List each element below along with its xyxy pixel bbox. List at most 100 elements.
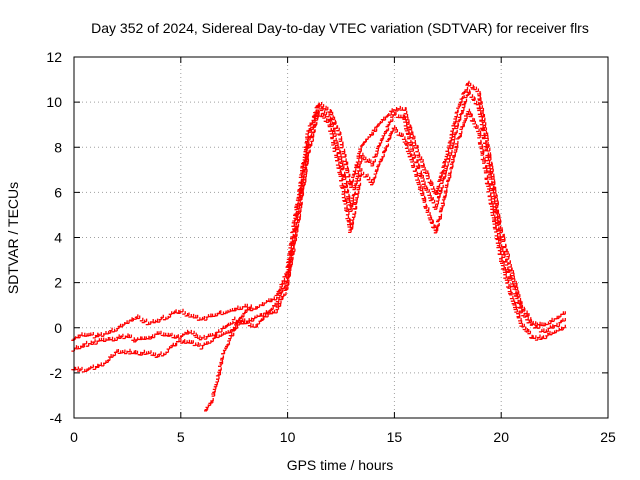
data-point [472, 120, 476, 125]
data-point [464, 115, 468, 120]
data-point [518, 305, 522, 309]
data-point [494, 229, 498, 233]
data-point [331, 142, 335, 146]
data-point [490, 206, 494, 210]
data-point [501, 262, 505, 267]
data-point [511, 300, 516, 305]
data-point [345, 189, 350, 194]
data-point [319, 107, 324, 112]
data-point [463, 98, 468, 103]
data-point [452, 152, 456, 157]
data-point [428, 180, 433, 185]
data-point [488, 180, 493, 185]
data-point [482, 135, 486, 140]
data-point [441, 202, 445, 207]
data-point [134, 314, 139, 319]
data-point [305, 156, 309, 161]
data-point [415, 159, 419, 164]
data-point [220, 355, 225, 360]
data-point [109, 336, 114, 341]
data-point [134, 337, 139, 341]
data-point [132, 350, 137, 354]
data-point [450, 131, 454, 136]
data-point [283, 292, 287, 296]
data-point [371, 127, 376, 131]
data-point [488, 200, 493, 205]
data-point [459, 99, 463, 104]
data-point [529, 334, 533, 339]
y-tick-label: 0 [54, 320, 62, 336]
data-point [278, 300, 282, 305]
data-point [345, 208, 350, 213]
data-point [316, 104, 321, 108]
x-tick-label: 20 [493, 429, 509, 445]
data-point [527, 330, 532, 335]
data-point [141, 349, 146, 354]
data-point [431, 188, 436, 193]
data-point [478, 141, 482, 145]
data-point [270, 306, 274, 310]
data-point [482, 160, 486, 164]
data-point [341, 188, 346, 193]
data-point [297, 200, 301, 205]
data-point [348, 229, 352, 234]
data-point [420, 175, 424, 179]
data-point [495, 236, 500, 241]
data-point [494, 209, 498, 214]
data-point [404, 145, 409, 150]
data-point [100, 337, 105, 342]
data-point [496, 244, 501, 249]
data-point [405, 142, 409, 146]
data-point [479, 121, 484, 126]
data-point [197, 343, 201, 347]
data-point [165, 349, 170, 354]
data-point [186, 312, 190, 317]
data-point [458, 130, 463, 135]
data-point [495, 240, 500, 244]
data-point [419, 187, 424, 192]
data-point [480, 156, 485, 161]
data-point [556, 323, 561, 328]
data-point [488, 197, 492, 201]
data-point [90, 364, 94, 369]
data-point [398, 132, 403, 137]
data-point [131, 337, 135, 341]
data-point [332, 148, 337, 152]
data-point [366, 158, 370, 163]
y-tick-label: -2 [50, 365, 63, 381]
data-point [445, 148, 450, 152]
data-point [448, 170, 452, 174]
data-point [519, 323, 524, 327]
data-point [403, 122, 408, 127]
data-point [422, 166, 426, 171]
data-point [430, 186, 435, 190]
data-point [484, 180, 489, 185]
data-point [287, 271, 292, 276]
data-point [372, 159, 376, 163]
data-point [238, 319, 243, 324]
data-point [455, 109, 459, 113]
data-point [254, 314, 258, 319]
data-point [390, 128, 394, 133]
data-point [411, 164, 416, 169]
data-point [428, 216, 433, 221]
data-point [503, 271, 507, 276]
data-point [518, 320, 523, 324]
data-point [491, 193, 495, 198]
data-point [376, 162, 381, 166]
data-point [414, 173, 419, 178]
data-point [344, 188, 349, 193]
data-point [407, 124, 412, 129]
data-point [218, 329, 223, 333]
data-point [483, 165, 488, 169]
data-point [401, 136, 406, 141]
series-middle-track [71, 89, 566, 352]
data-point [373, 128, 378, 132]
data-point [367, 159, 372, 164]
data-point [128, 350, 132, 355]
data-point [461, 104, 466, 109]
data-point [137, 351, 142, 356]
data-point [291, 248, 296, 253]
data-point [475, 125, 479, 129]
data-point [125, 333, 129, 338]
